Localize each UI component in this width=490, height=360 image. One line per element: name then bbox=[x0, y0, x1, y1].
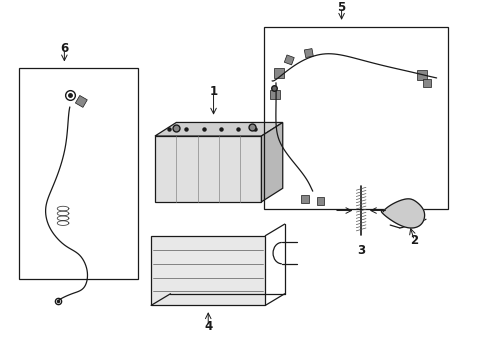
Polygon shape bbox=[304, 49, 313, 58]
Polygon shape bbox=[317, 197, 324, 205]
Text: 5: 5 bbox=[338, 1, 346, 14]
Text: 3: 3 bbox=[357, 244, 365, 257]
Polygon shape bbox=[381, 199, 425, 228]
Polygon shape bbox=[155, 136, 262, 202]
Polygon shape bbox=[301, 195, 309, 203]
Text: 1: 1 bbox=[210, 85, 218, 98]
Polygon shape bbox=[155, 122, 283, 136]
Polygon shape bbox=[423, 79, 431, 87]
Polygon shape bbox=[284, 55, 294, 65]
Text: 2: 2 bbox=[410, 234, 418, 247]
Polygon shape bbox=[151, 236, 265, 305]
Polygon shape bbox=[417, 70, 427, 80]
Text: 4: 4 bbox=[204, 320, 212, 333]
Polygon shape bbox=[274, 68, 284, 78]
Polygon shape bbox=[270, 90, 280, 99]
Bar bbox=[20, 68, 138, 279]
Polygon shape bbox=[75, 95, 87, 107]
Polygon shape bbox=[262, 122, 283, 202]
Text: 6: 6 bbox=[60, 42, 69, 55]
Bar bbox=[265, 27, 448, 208]
